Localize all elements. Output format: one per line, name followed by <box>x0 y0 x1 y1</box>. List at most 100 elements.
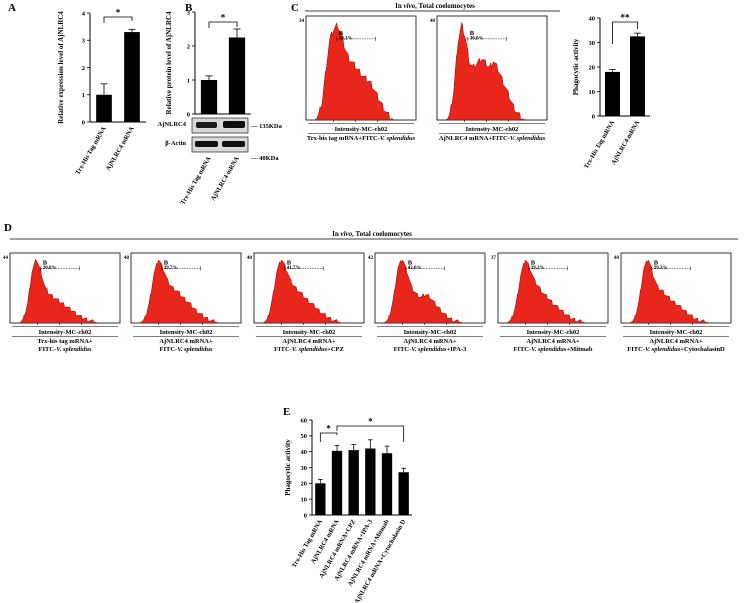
histogram-ymax-label: 44 <box>3 256 9 261</box>
y-tick-label: 60 <box>301 417 308 424</box>
histogram-caption: Trx-his tag mRNA+ <box>37 338 93 345</box>
bar <box>331 450 343 515</box>
y-tick-label: 3 <box>187 9 191 16</box>
histogram-caption: FITC-V. splendidus <box>39 346 92 353</box>
bar <box>630 36 645 116</box>
y-tick-label: 1 <box>82 92 85 99</box>
y-tick-label: 30 <box>589 40 596 47</box>
bar <box>200 80 218 114</box>
significance-bracket <box>336 425 405 442</box>
histogram-x-label: Intensity-MC-ch02 <box>527 329 580 336</box>
gate-percent: 41.7% <box>287 266 301 271</box>
histogram-caption: FITC-V. splendidus+IPA-3 <box>394 346 468 353</box>
histogram-x-label: Intensity-MC-ch02 <box>335 126 388 133</box>
y-tick-label: 10 <box>301 496 308 503</box>
histogram-caption: AjNLRC4 mRNA+FITC-V. splendidus <box>439 135 546 142</box>
blot-band <box>195 141 218 147</box>
histogram-distribution <box>629 259 710 324</box>
y-tick-label: 20 <box>301 481 308 488</box>
significance-bracket <box>208 21 238 28</box>
panel-label-c: C <box>291 2 299 14</box>
gate-percent: 29.3% <box>654 266 668 271</box>
bar <box>96 94 112 122</box>
gate-label: B <box>470 30 475 37</box>
panel-label-b: B <box>185 2 193 14</box>
histogram-caption: AjNLRC4 mRNA+ <box>159 338 213 345</box>
panel-label-a: A <box>8 2 16 14</box>
gate-percent: 20.0% <box>43 266 57 271</box>
gate-label: B <box>654 259 659 266</box>
histogram-caption: AjNLRC4 mRNA+ <box>282 338 336 345</box>
histogram-distribution <box>445 21 526 121</box>
x-tick-label: AjNLRC4 mRNA <box>210 155 241 202</box>
significance-marker: * <box>221 13 226 23</box>
y-axis-label: Relative expression level of AjNLRC4 <box>57 11 65 124</box>
x-tick-label: Trx-His Tag mRNA <box>74 125 107 176</box>
gate-percent: 39.2% <box>531 266 545 271</box>
y-tick-label: 1 <box>187 77 190 84</box>
y-tick-label: 50 <box>301 433 308 440</box>
panel-label-d: D <box>4 222 12 234</box>
blot-row-label: AjNLRC4 <box>157 121 186 128</box>
histogram-caption: FITC-V. splendidus <box>160 346 213 353</box>
histogram-ymax-label: 40 <box>614 256 620 261</box>
bar <box>348 450 359 515</box>
histogram-caption: AjNLRC4 mRNA+ <box>526 338 580 345</box>
y-tick-label: 40 <box>589 15 596 22</box>
gate-label: B <box>287 259 292 266</box>
histogram-distribution <box>383 259 464 324</box>
blot-row-label: β-Actin <box>165 140 186 147</box>
significance-bracket <box>319 432 338 442</box>
histogram-caption: FITC-V. splendidus+Mitmab <box>513 346 592 353</box>
blot-marker: — 40KDa <box>250 155 279 162</box>
histogram-group-header: In vivo, Total coelomocytes <box>395 2 475 10</box>
blot-marker: — 135KDa <box>250 123 283 130</box>
significance-bracket <box>612 21 638 44</box>
y-tick-label: 0 <box>304 512 307 519</box>
gate-percent: 39.7% <box>164 266 178 271</box>
histogram-ymax-label: 34 <box>299 19 305 24</box>
x-tick-label: AjNLRC4 mRNA <box>610 119 641 166</box>
y-tick-label: 0 <box>592 113 595 120</box>
histogram-distribution <box>262 259 343 324</box>
histogram-x-label: Intensity-MC-ch02 <box>466 126 519 133</box>
gate-label: B <box>339 30 344 37</box>
gate-label: B <box>408 259 413 266</box>
histogram-x-label: Intensity-MC-ch02 <box>650 329 703 336</box>
histogram-x-label: Intensity-MC-ch02 <box>404 329 457 336</box>
y-axis-label: Phagocytic activity <box>284 439 292 496</box>
histogram-ymax-label: 40 <box>124 256 130 261</box>
histogram-caption: Trx-his tag mRNA+FITC-V. splendidus <box>307 135 416 142</box>
histogram-ymax-label: 37 <box>491 256 497 261</box>
x-tick-label: Trx-His Tag mRNA <box>179 155 212 206</box>
histogram-caption: FITC-V. splendidus+CytochalasinD <box>627 346 725 353</box>
gate-label: B <box>164 259 169 266</box>
bar <box>228 37 246 114</box>
significance-marker: * <box>116 8 121 18</box>
histogram-x-label: Intensity-MC-ch02 <box>283 329 336 336</box>
y-tick-label: 30 <box>301 465 308 472</box>
significance-marker: * <box>368 417 373 427</box>
gate-percent: 42.0% <box>408 266 422 271</box>
histogram-ymax-label: 42 <box>368 256 374 261</box>
significance-bracket <box>103 16 133 23</box>
bar <box>365 448 376 515</box>
bar <box>381 453 393 515</box>
histogram-distribution <box>314 21 395 121</box>
y-tick-label: 0 <box>187 111 190 118</box>
histogram-group-header: In vivo, Total coelomocytes <box>332 230 412 238</box>
bar <box>315 483 326 515</box>
blot-band <box>223 121 245 128</box>
y-tick-label: 20 <box>589 64 596 71</box>
gate-percent: 30.0% <box>470 36 484 41</box>
blot-box <box>191 136 249 153</box>
histogram-caption: FITC-V. splendidus+CPZ <box>274 346 344 353</box>
histogram-ymax-label: 40 <box>247 256 253 261</box>
y-tick-label: 4 <box>82 10 86 17</box>
y-tick-label: 3 <box>82 38 86 45</box>
gate-label: B <box>531 259 536 266</box>
histogram-distribution <box>506 260 587 324</box>
histogram-caption: AjNLRC4 mRNA+ <box>403 338 457 345</box>
panel-label-e: E <box>283 406 290 418</box>
